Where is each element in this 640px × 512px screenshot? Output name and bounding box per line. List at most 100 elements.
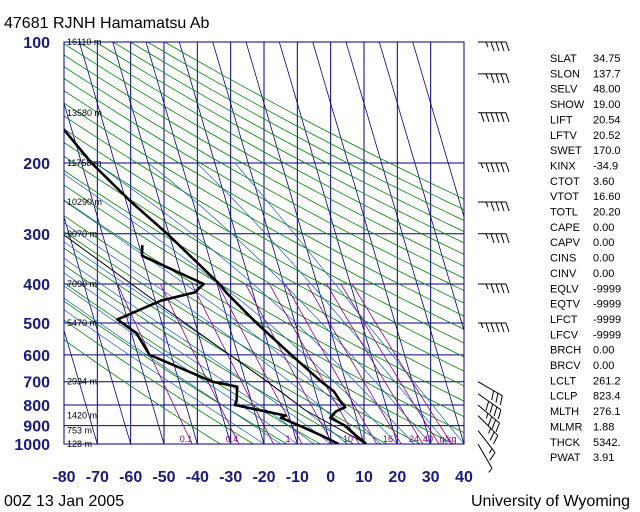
dry-adiabat [130, 42, 464, 221]
barb-flag [489, 403, 494, 414]
index-value: 34.75 [593, 53, 621, 65]
index-value: 0.00 [593, 360, 614, 372]
isotherm [178, 42, 298, 444]
barb-flag [489, 431, 495, 441]
temperature-label: -40 [186, 469, 209, 486]
barb-flag [485, 162, 490, 173]
index-value: 1.88 [593, 421, 614, 433]
moist-adiabat [64, 173, 398, 444]
pressure-label-1000: 1000 [14, 437, 50, 454]
mixing-ratio-line [269, 283, 360, 444]
barb-shaft [477, 443, 493, 469]
index-label: MLMR [550, 421, 582, 433]
mixing-ratio-line [245, 283, 334, 444]
height-label: 1420 m [67, 411, 97, 421]
barb-flag [500, 112, 505, 122]
station-title: 47681 RJNH Hamamatsu Ab [4, 15, 210, 32]
pressure-label-400: 400 [23, 277, 50, 294]
isotherm [278, 42, 398, 444]
index-value: 0.00 [593, 345, 614, 357]
barb-flag [500, 233, 505, 243]
barb-flag [490, 41, 495, 52]
barb-flag [495, 41, 500, 52]
index-value: -9999 [593, 314, 621, 326]
index-value: 48.00 [593, 84, 621, 96]
barb-shaft [477, 381, 503, 397]
pressure-label-600: 600 [23, 348, 50, 365]
index-label: LFCV [550, 329, 579, 341]
index-label: BRCV [550, 360, 581, 372]
barb-half-flag [488, 448, 493, 454]
index-value: -9999 [593, 299, 621, 311]
dry-adiabat [64, 339, 221, 444]
dry-adiabat [64, 128, 464, 358]
height-label: 7090 m [67, 279, 97, 289]
height-label: 5470 m [67, 318, 97, 328]
wind-barbs [477, 41, 510, 473]
barb-flag [491, 419, 497, 429]
barb-flag [491, 390, 495, 401]
barb-flag [500, 162, 505, 173]
mixing-ratio-label: 1 [285, 434, 290, 444]
index-value: 0.00 [593, 268, 614, 280]
dry-adiabat [64, 247, 387, 444]
wind-barb-800 [477, 404, 500, 433]
barb-flag [495, 322, 500, 333]
mixing-ratio-label: 0.1 [180, 434, 193, 444]
wind-barb-850 [477, 415, 499, 445]
index-value: 276.1 [593, 406, 621, 418]
dry-adiabat [64, 155, 464, 387]
barb-flag [505, 112, 510, 122]
barb-flag [490, 233, 495, 243]
index-value: 170.0 [593, 145, 621, 157]
barb-flag [487, 416, 493, 426]
barb-flag [505, 41, 510, 52]
temperature-profile [64, 127, 368, 444]
barb-half-flag [485, 283, 489, 290]
barb-flag [490, 112, 495, 122]
index-label: CAPE [550, 222, 580, 234]
pressure-label-200: 200 [23, 156, 50, 173]
dry-adiabat [147, 42, 464, 211]
pressure-label-800: 800 [23, 398, 50, 415]
barb-flag [489, 452, 496, 461]
wind-barb-100 [478, 41, 510, 52]
index-label: BRCH [550, 345, 581, 357]
mixing-ratio-label: 0.4 [226, 434, 239, 444]
moist-adiabat [147, 162, 431, 444]
index-value: 16.60 [593, 191, 621, 203]
barb-flag [495, 201, 500, 212]
sounding-profiles [64, 127, 368, 444]
index-label: CAPV [550, 237, 581, 249]
isotherm [112, 42, 232, 444]
index-label: SHOW [550, 99, 585, 111]
dry-adiabat [64, 300, 288, 444]
index-label: EQTV [550, 299, 581, 311]
isotherm [245, 42, 365, 444]
index-label: CINS [550, 253, 576, 265]
barb-flag [495, 73, 500, 83]
barb-half-flag [480, 162, 484, 169]
dry-adiabat [112, 42, 464, 233]
barb-flag [497, 409, 502, 420]
dry-adiabat [64, 142, 464, 372]
barb-flag [505, 201, 510, 212]
index-label: LCLP [550, 391, 578, 403]
barb-flag [485, 112, 490, 122]
isotherm [78, 42, 198, 444]
index-label: SLON [550, 68, 580, 80]
pressure-label-900: 900 [23, 419, 50, 436]
dry-adiabat [64, 54, 464, 279]
moist-adiabat [94, 162, 415, 444]
index-value: 20.54 [593, 114, 621, 126]
barb-flag [490, 322, 495, 333]
mixing-ratio-line [191, 283, 274, 444]
barb-half-flag [488, 428, 492, 434]
wind-barb-500 [478, 322, 510, 333]
data-source: University of Wyoming [471, 493, 630, 510]
index-label: SWET [550, 145, 582, 157]
height-label: 10290 m [67, 197, 102, 207]
dry-adiabat [95, 42, 464, 244]
barb-half-flag [480, 322, 484, 329]
